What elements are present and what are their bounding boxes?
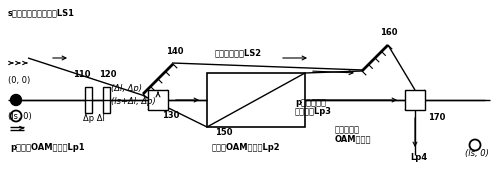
- Text: p偏振态OAM信道光Lp1: p偏振态OAM信道光Lp1: [10, 143, 85, 152]
- Text: p偏振态高斯: p偏振态高斯: [295, 98, 326, 107]
- Text: 畸变的OAM信道光Lp2: 畸变的OAM信道光Lp2: [212, 143, 280, 152]
- Text: 110: 110: [74, 70, 91, 79]
- Bar: [148, 90, 168, 110]
- Bar: [207, 73, 305, 127]
- Bar: [405, 90, 425, 110]
- Text: 150: 150: [215, 128, 232, 137]
- Text: s偏振态高斯型探测光LS1: s偏振态高斯型探测光LS1: [8, 8, 75, 17]
- Text: 130: 130: [162, 111, 180, 120]
- Text: 170: 170: [428, 113, 446, 122]
- Circle shape: [10, 95, 22, 105]
- Text: (0, 0): (0, 0): [8, 75, 30, 84]
- Text: Lp4: Lp4: [410, 153, 427, 162]
- Text: Δp Δl: Δp Δl: [83, 114, 105, 123]
- Text: (Δl, Δp): (Δl, Δp): [111, 84, 142, 93]
- Bar: [85, 87, 92, 113]
- Text: (ls+Δl, Δp): (ls+Δl, Δp): [111, 97, 156, 106]
- Text: 140: 140: [166, 47, 184, 56]
- Text: (ls, 0): (ls, 0): [465, 149, 489, 158]
- Text: OAM信道光: OAM信道光: [335, 134, 372, 143]
- Text: 120: 120: [100, 70, 117, 79]
- Text: (ls, 0): (ls, 0): [8, 112, 32, 121]
- Text: 去除畸变的: 去除畸变的: [335, 125, 360, 134]
- Text: 160: 160: [380, 28, 398, 37]
- Text: 畸变的探测光LS2: 畸变的探测光LS2: [215, 48, 262, 57]
- Bar: [103, 87, 110, 113]
- Text: 型参考光Lp3: 型参考光Lp3: [295, 107, 332, 116]
